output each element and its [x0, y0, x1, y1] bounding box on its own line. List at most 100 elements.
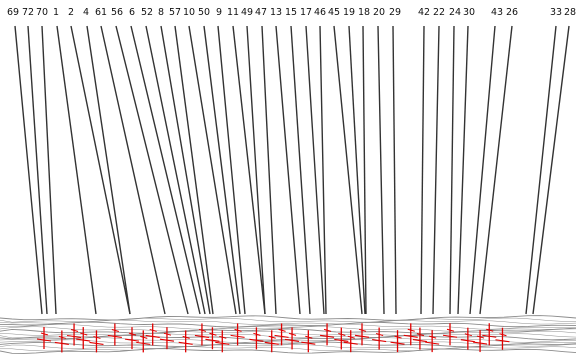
marker	[403, 323, 418, 346]
leader-line	[333, 25, 363, 315]
label-69: 69	[7, 7, 19, 18]
marker-tick	[128, 332, 137, 336]
marker-tick	[446, 328, 455, 332]
marker-bar	[425, 341, 440, 345]
contour-line	[0, 315, 577, 321]
marker	[215, 330, 230, 353]
marker-bar	[354, 334, 370, 338]
leader-line	[160, 25, 211, 315]
marker-bar	[460, 339, 475, 343]
marker-tick	[163, 332, 172, 336]
label-46: 46	[314, 7, 326, 18]
marker	[76, 327, 91, 350]
marker-bar	[178, 341, 193, 345]
marker	[136, 330, 151, 353]
marker	[264, 330, 279, 353]
marker-bar	[372, 338, 387, 343]
marker-bar	[54, 341, 69, 345]
marker-bar	[343, 341, 358, 345]
marker	[495, 327, 510, 350]
marker-bar	[194, 334, 210, 338]
marker	[124, 327, 140, 350]
label-29: 29	[389, 7, 401, 18]
marker-tick	[416, 333, 425, 337]
leader-line	[449, 25, 455, 315]
marker	[334, 327, 349, 350]
marker-bar	[89, 341, 104, 345]
marker-bar	[442, 334, 458, 338]
label-57: 57	[169, 7, 181, 18]
label-56: 56	[111, 7, 123, 18]
marker	[319, 323, 335, 346]
marker-bar	[36, 338, 52, 342]
marker-tick	[111, 329, 119, 332]
leader-line	[261, 25, 277, 315]
marker	[145, 323, 160, 346]
leader-line	[469, 25, 496, 315]
marker-bar	[495, 339, 510, 343]
leader-line	[70, 25, 131, 315]
leader-line	[362, 25, 367, 315]
marker-bar	[403, 334, 418, 338]
marker-symbols	[36, 323, 510, 353]
label-61: 61	[95, 7, 107, 18]
marker-tick	[288, 332, 297, 336]
marker-tick	[347, 335, 355, 339]
label-49: 49	[241, 7, 253, 18]
label-26: 26	[506, 7, 518, 18]
marker-tick	[499, 333, 507, 337]
label-70: 70	[36, 7, 48, 18]
marker-tick	[394, 335, 402, 339]
contour-line	[0, 317, 577, 323]
marker-tick	[464, 333, 472, 337]
label-15: 15	[285, 7, 297, 18]
label-18: 18	[358, 7, 370, 18]
marker-tick	[93, 335, 101, 339]
marker-tick	[58, 335, 66, 339]
marker-bar	[66, 334, 82, 339]
leader-line	[246, 25, 266, 315]
contour-line	[0, 319, 577, 325]
marker-tick	[278, 328, 286, 332]
leader-line	[56, 25, 97, 315]
leader-line	[377, 25, 385, 315]
marker-bar	[124, 338, 140, 342]
leader-line	[86, 25, 131, 315]
marker-tick	[234, 328, 242, 332]
marker	[301, 330, 316, 353]
leader-line	[420, 25, 425, 315]
marker-bar	[412, 339, 428, 343]
marker	[230, 323, 245, 346]
leader-line	[532, 25, 570, 315]
marker-tick	[182, 335, 190, 339]
leader-line	[174, 25, 214, 315]
leader-line	[217, 25, 246, 315]
marker	[354, 323, 370, 346]
label-42: 42	[418, 7, 430, 18]
label-4: 4	[83, 7, 89, 18]
label-22: 22	[433, 7, 445, 18]
marker-bar	[76, 338, 91, 342]
leader-line	[115, 25, 189, 315]
marker-bar	[264, 341, 279, 345]
leader-line	[305, 25, 325, 315]
marker-bar	[230, 334, 245, 338]
marker-bar	[284, 338, 300, 342]
marker-tick	[149, 328, 157, 332]
leader-line	[432, 25, 440, 315]
marker	[460, 327, 475, 350]
label-43: 43	[491, 7, 503, 18]
leader-line	[14, 25, 43, 315]
marker-bar	[107, 334, 122, 339]
marker-bar	[205, 338, 220, 342]
marker-tick	[268, 335, 276, 339]
label-8: 8	[158, 7, 164, 18]
marker-bar	[390, 341, 405, 345]
leader-line	[203, 25, 241, 315]
marker	[390, 330, 405, 353]
leader-line	[392, 25, 397, 315]
label-6: 6	[129, 7, 135, 18]
label-28: 28	[564, 7, 576, 18]
label-30: 30	[463, 7, 475, 18]
marker	[178, 330, 193, 353]
